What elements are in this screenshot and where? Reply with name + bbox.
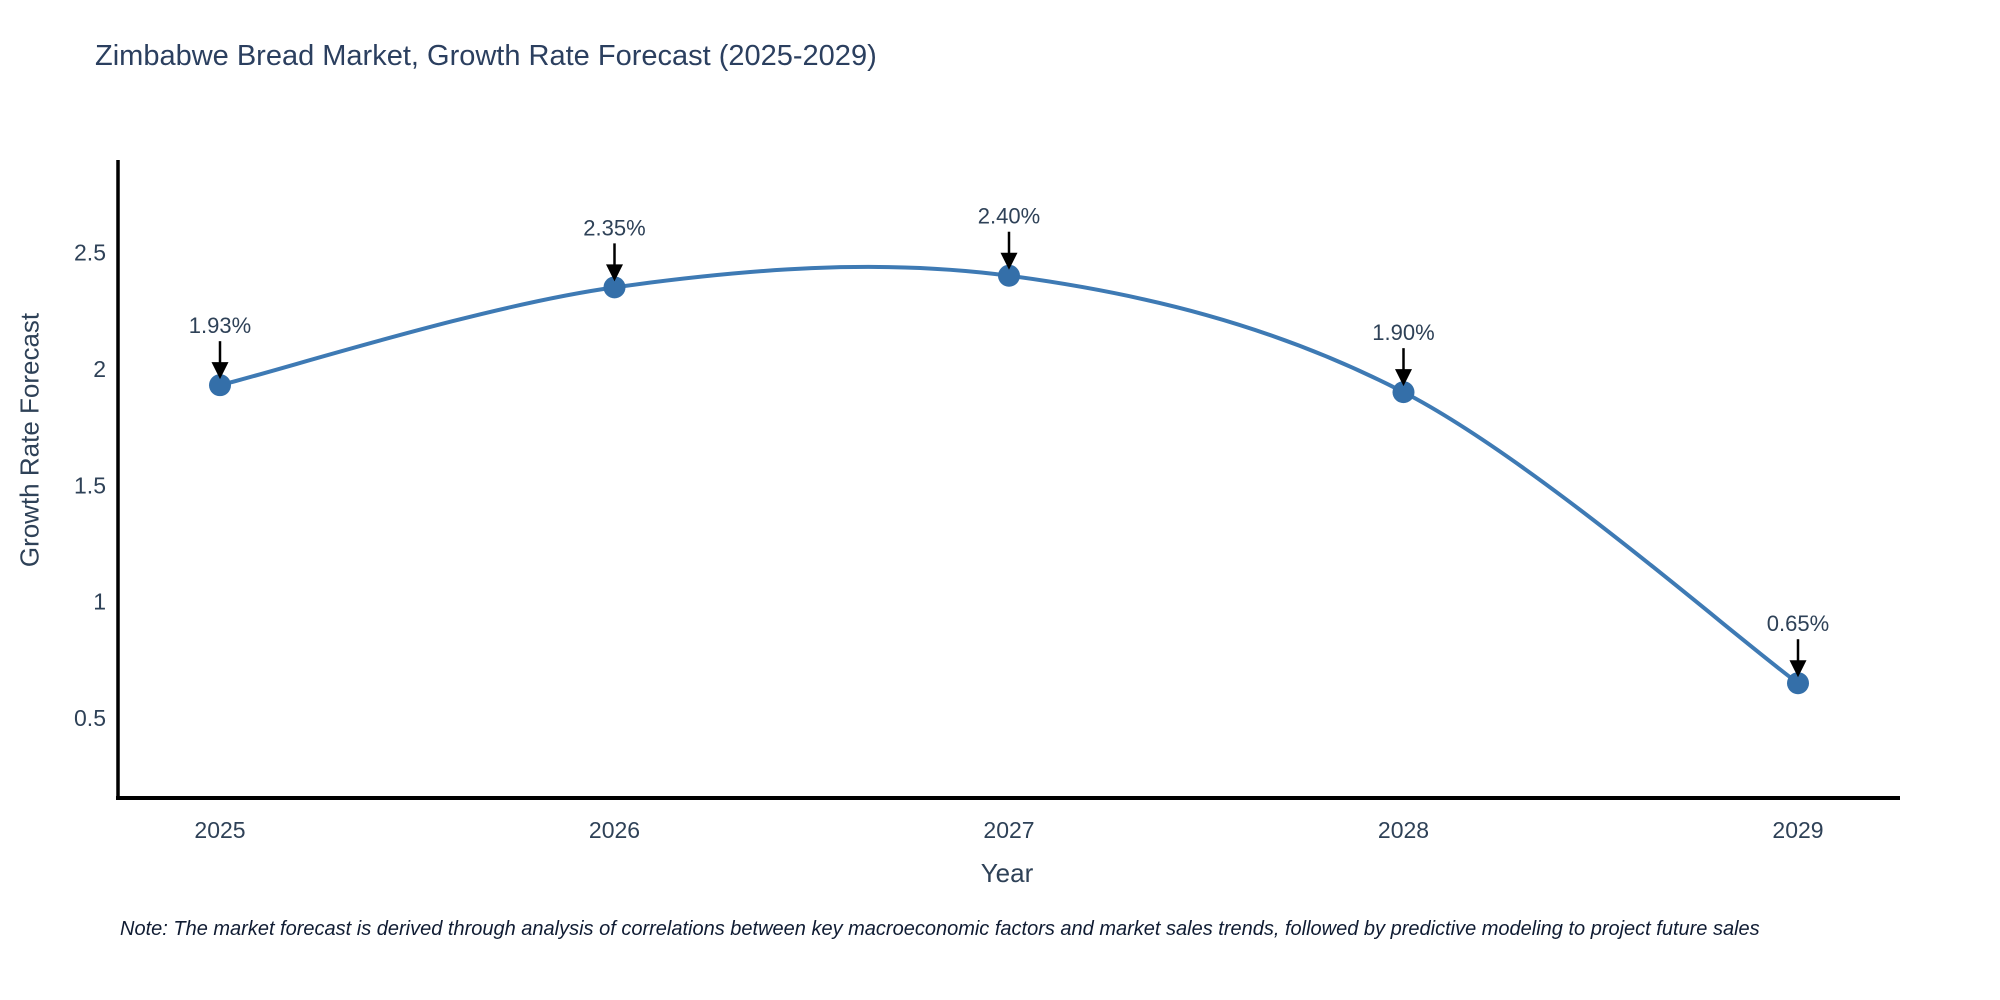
data-point-label: 2.35% <box>583 215 645 240</box>
annotation-arrow-head <box>1789 660 1807 678</box>
data-point-label: 2.40% <box>978 204 1040 229</box>
y-tick-label: 1.5 <box>74 472 106 498</box>
y-tick-label: 2.5 <box>74 239 106 265</box>
annotation-arrow-head <box>211 362 229 380</box>
y-tick-label: 0.5 <box>74 705 106 731</box>
data-point-marker <box>209 374 231 397</box>
x-axis-title: Year <box>980 858 1034 888</box>
x-tick-label: 2029 <box>1772 817 1823 843</box>
data-point-label: 0.65% <box>1767 611 1829 636</box>
y-tick-label: 2 <box>93 356 106 382</box>
data-point-label: 1.90% <box>1372 320 1434 345</box>
annotation-arrow-head <box>1395 369 1412 387</box>
x-tick-label: 2028 <box>1378 817 1429 843</box>
data-point-marker <box>998 264 1020 287</box>
x-tick-label: 2027 <box>983 817 1034 843</box>
x-tick-label: 2026 <box>589 817 640 843</box>
annotation-arrow-head <box>1000 252 1018 270</box>
x-tick-label: 2025 <box>194 817 245 843</box>
data-point-marker <box>1392 381 1415 404</box>
y-tick-label: 1 <box>93 589 106 615</box>
annotation-arrow-head <box>606 264 623 282</box>
data-point-marker <box>1787 672 1809 695</box>
y-axis-title: Growth Rate Forecast <box>14 312 45 568</box>
chart-title: Zimbabwe Bread Market, Growth Rate Forec… <box>95 40 877 72</box>
forecast-line <box>218 264 1800 686</box>
data-point-label: 1.93% <box>189 313 251 338</box>
data-point-marker <box>603 276 626 299</box>
footnote-text: Note: The market forecast is derived thr… <box>120 918 1760 940</box>
